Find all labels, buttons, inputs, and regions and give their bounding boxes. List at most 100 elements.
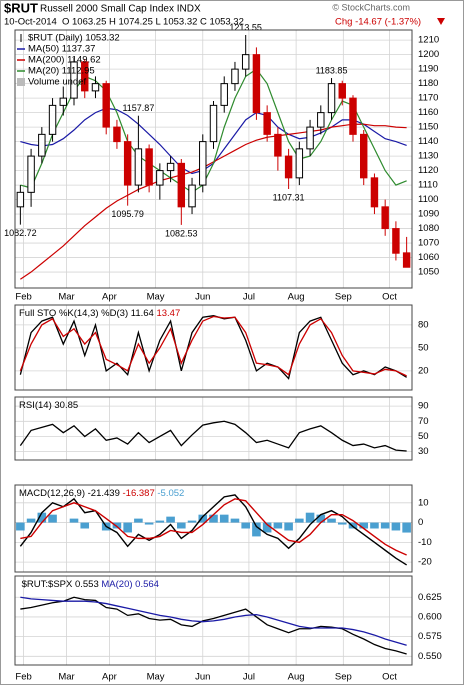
candle-body <box>81 61 89 92</box>
y-tick-label: 10 <box>418 497 429 508</box>
histogram-bar <box>262 522 272 533</box>
candle-body <box>392 228 400 254</box>
y-tick-label: 1120 <box>418 165 438 176</box>
candle-body <box>349 97 357 135</box>
histogram-bar <box>48 514 57 523</box>
histogram-bar <box>348 522 358 529</box>
candle-body <box>123 141 132 186</box>
panel-frame <box>14 304 413 391</box>
x-tick-label: Sep <box>335 292 352 303</box>
price-annotation: 1082.53 <box>165 228 198 238</box>
price-annotation: 1107.31 <box>273 192 305 202</box>
x-tick-label: Jul <box>243 292 255 303</box>
series-line <box>19 315 407 377</box>
histogram-bar <box>198 514 208 523</box>
y-tick-label: 30 <box>418 446 429 457</box>
histogram-bar <box>316 514 326 523</box>
histogram-bar <box>252 522 261 537</box>
series-line <box>19 494 408 566</box>
candle-body <box>231 68 239 85</box>
y-tick-label: -10 <box>418 537 432 548</box>
legend-label: Volume undef <box>28 77 86 88</box>
histogram-bar <box>37 512 47 523</box>
x-tick-label: Feb <box>15 672 31 683</box>
legend-label: -5.052 <box>157 488 184 499</box>
index-name: Russell 2000 Small Cap Index INDX <box>40 4 201 15</box>
y-tick-label: 1170 <box>418 93 438 104</box>
legend-label: $RUT:$SPX 0.553 <box>22 579 99 590</box>
y-tick-label: 0 <box>418 517 423 528</box>
histogram-bar <box>359 522 369 529</box>
candle-body <box>113 126 121 143</box>
x-tick-label: Mar <box>58 292 74 303</box>
legend-label: MA(20) 0.564 <box>101 579 159 590</box>
price-annotation: 1095.79 <box>111 209 144 219</box>
histogram-bar <box>305 512 315 523</box>
y-tick-label: 1090 <box>418 209 439 220</box>
x-tick-label: Feb <box>15 292 31 303</box>
y-tick-label: 1080 <box>418 223 439 234</box>
histogram-bar <box>337 522 347 525</box>
price-annotation: 1213.55 <box>229 22 262 32</box>
histogram-bar <box>80 522 90 529</box>
y-tick-label: 1190 <box>418 64 438 75</box>
y-tick-label: 1060 <box>418 252 439 263</box>
series-line <box>19 315 407 380</box>
legend-label: 30.85 <box>54 400 78 411</box>
y-tick-label: 1160 <box>418 107 438 118</box>
y-tick-label: 1140 <box>418 136 438 147</box>
panel-title: RSI(14) <box>19 400 52 411</box>
change: Chg -14.67 (-1.37%) <box>335 17 421 28</box>
histogram-bar <box>273 522 283 529</box>
candle-body <box>263 112 271 135</box>
price-annotation: 1183.85 <box>316 65 348 75</box>
y-tick-label: 1200 <box>418 49 439 60</box>
x-tick-label: May <box>147 292 165 303</box>
candle-body <box>295 148 304 179</box>
legend-label: -21.439 <box>88 488 120 499</box>
y-tick-label: 70 <box>418 416 429 427</box>
legend-label: 13.47 <box>156 308 180 319</box>
candle-body <box>145 148 153 186</box>
candle-body <box>338 83 346 99</box>
candle-body <box>134 148 143 186</box>
candle-body <box>381 206 389 230</box>
histogram-bar <box>219 514 229 523</box>
series-line <box>20 498 407 556</box>
panel-title: MACD(12,26,9) <box>19 488 85 499</box>
y-tick-label: 20 <box>418 365 429 376</box>
legend-label: MA(200) 1149.62 <box>28 55 101 66</box>
histogram-bar <box>380 522 390 529</box>
x-tick-label: Jun <box>195 292 210 303</box>
x-tick-label: Oct <box>382 292 397 303</box>
candle-body <box>317 112 325 128</box>
candle-body <box>274 133 282 157</box>
histogram-bar <box>69 518 79 523</box>
candle-body <box>188 184 196 208</box>
candle-body <box>252 54 261 114</box>
y-tick-label: 90 <box>418 401 429 412</box>
price-annotation: 1157.87 <box>122 103 154 113</box>
y-tick-label: 0.575 <box>418 631 442 642</box>
series-line <box>20 596 407 655</box>
legend-label: $RUT (Daily) 1053.32 <box>28 33 120 44</box>
panel-frame <box>14 484 413 573</box>
x-tick-label: Sep <box>335 672 352 683</box>
histogram-bar <box>144 522 154 525</box>
histogram-bar <box>241 522 250 529</box>
panel-frame <box>14 29 413 289</box>
candle-body <box>220 83 228 106</box>
x-tick-label: Oct <box>382 672 397 683</box>
y-tick-label: 50 <box>418 342 429 353</box>
legend-label: MA(20) 1112.95 <box>28 66 95 77</box>
y-tick-label: 1100 <box>418 194 438 205</box>
candle-body <box>306 126 314 150</box>
quote: O 1063.25 H 1074.25 L 1053.32 C 1053.32 <box>62 17 244 28</box>
price-annotation: 1082.72 <box>4 228 37 238</box>
series-line <box>20 596 407 646</box>
y-tick-label: 1050 <box>418 267 439 278</box>
symbol: $RUT <box>4 0 38 15</box>
histogram-bar <box>370 522 379 529</box>
legend-label: 11.64 <box>131 308 154 319</box>
